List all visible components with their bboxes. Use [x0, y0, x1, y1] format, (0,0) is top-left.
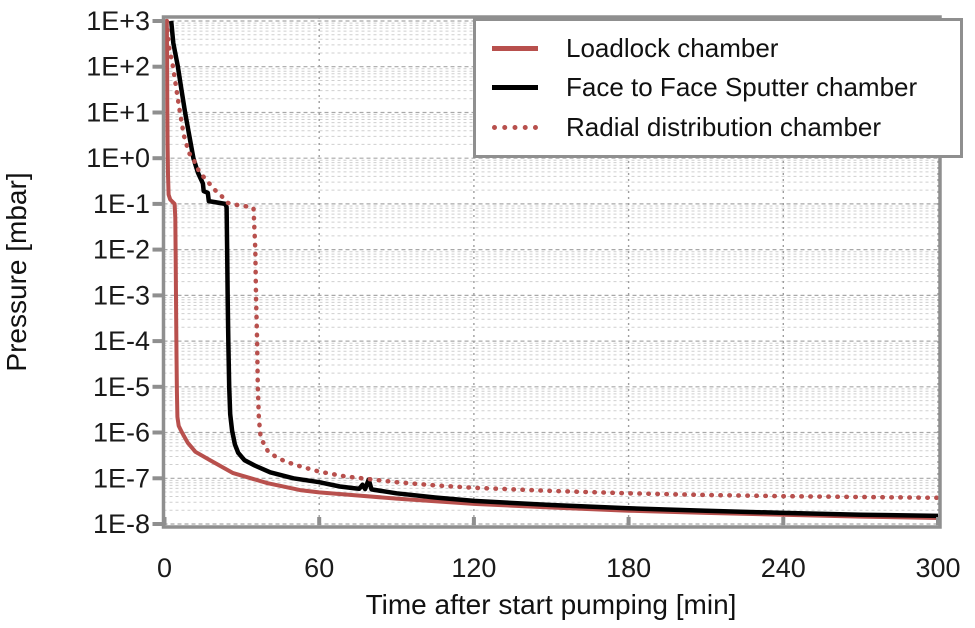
y-axis-title: Pressure [mbar]: [1, 172, 32, 371]
y-tick-label: 1E-1: [93, 189, 150, 219]
x-tick-label: 120: [451, 553, 496, 583]
y-tick-label: 1E-2: [93, 235, 150, 265]
x-tick-label: 0: [157, 553, 172, 583]
series-layer: [164, 18, 941, 520]
legend-line-sample-loadlock: [492, 46, 538, 52]
tick-labels: 1E+3 1E+2 1E+1 1E+0 1E-1 1E-2 1E-3 1E-4 1E-5 1E-6…: [86, 6, 960, 583]
y-tick-label: 1E+0: [86, 143, 150, 173]
legend-item-loadlock: Loadlock chamber: [492, 33, 954, 64]
y-tick-label: 1E-4: [93, 326, 150, 356]
x-tick-label: 180: [606, 553, 651, 583]
plot-frame: [161, 15, 942, 529]
legend: Loadlock chamber Face to Face Sputter ch…: [473, 18, 963, 158]
legend-label-loadlock: Loadlock chamber: [566, 33, 779, 64]
legend-item-radial-distribution: Radial distribution chamber: [492, 112, 954, 143]
legend-line-sample-radial-distribution: [492, 124, 538, 130]
radial-distribution-curve: [164, 18, 941, 501]
y-tick-label: 1E-3: [93, 280, 150, 310]
axis-frame: [152, 15, 942, 529]
x-tick-label: 60: [304, 553, 334, 583]
y-tick-label: 1E-5: [93, 372, 150, 402]
loadlock-curve: [164, 20, 939, 520]
legend-item-face-to-face-sputter: Face to Face Sputter chamber: [492, 72, 954, 103]
legend-label-face-to-face-sputter: Face to Face Sputter chamber: [566, 72, 918, 103]
y-tick-label: 1E+1: [86, 98, 150, 128]
y-tick-label: 1E-7: [93, 463, 150, 493]
x-tick-label: 240: [761, 553, 806, 583]
legend-line-sample-face-to-face-sputter: [492, 85, 538, 91]
y-tick-label: 1E-6: [93, 418, 150, 448]
y-tick-label: 1E+2: [86, 52, 150, 82]
y-tick-label: 1E-8: [93, 509, 150, 539]
face-to-face-sputter-curve: [168, 20, 939, 519]
y-tick-label: 1E+3: [86, 6, 150, 36]
x-axis-title: Time after start pumping [min]: [366, 589, 737, 620]
legend-label-radial-distribution: Radial distribution chamber: [566, 111, 882, 142]
x-tick-label: 300: [915, 553, 960, 583]
